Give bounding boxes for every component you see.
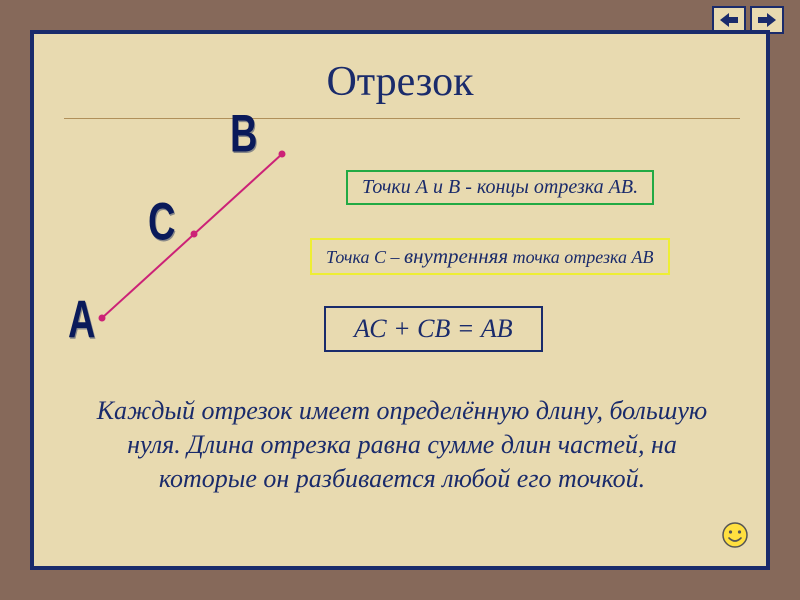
presentation-frame: Отрезок А В С Точки А и В - концы отрезк… (0, 0, 800, 600)
box2-post: точка отрезка АВ (508, 247, 653, 267)
point-label-c: С (148, 193, 175, 253)
segment-diagram: А В С (74, 134, 314, 334)
interior-point-caption: Точка С – внутренняя точка отрезка АВ (310, 238, 670, 275)
title-underline (64, 118, 740, 119)
smiley-icon (720, 520, 750, 550)
arrow-right-icon (758, 13, 776, 27)
point-label-b: В (230, 105, 257, 165)
slide: Отрезок А В С Точки А и В - концы отрезк… (30, 30, 770, 570)
endpoints-caption: Точки А и В - концы отрезка АВ. (346, 170, 654, 205)
segment-svg (74, 134, 314, 334)
box2-pre: Точка С – (326, 247, 404, 267)
segment-sum-formula: АС + СВ = АВ (324, 306, 543, 352)
point-label-a: А (68, 291, 95, 351)
box2-em: внутренняя (404, 244, 508, 268)
definition-paragraph: Каждый отрезок имеет определённую длину,… (84, 394, 720, 495)
arrow-left-icon (720, 13, 738, 27)
slide-title: Отрезок (34, 58, 766, 106)
